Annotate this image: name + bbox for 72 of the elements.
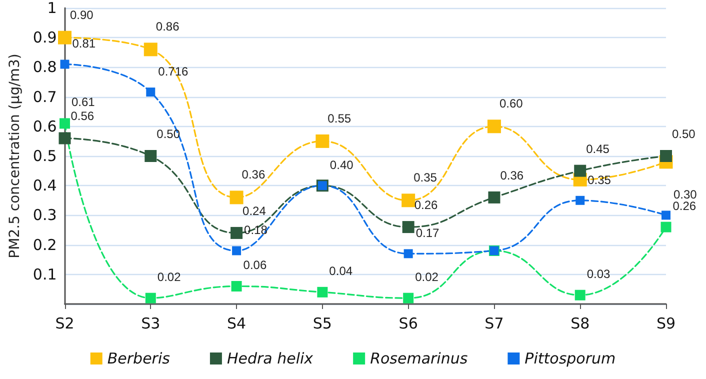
y-tick-label: 1	[47, 0, 57, 17]
point	[576, 196, 585, 205]
legend-label: Hedra helix	[226, 350, 314, 368]
y-tick-label: 0.4	[32, 176, 57, 195]
data-label: 0.02	[415, 270, 439, 284]
point	[60, 118, 70, 129]
legend-label: Rosemarinus	[370, 350, 468, 368]
x-tick-label: S7	[484, 314, 504, 332]
y-axis-title: PM2.5 concentration (µg/m3)	[7, 54, 23, 258]
legend-label: Berberis	[107, 350, 170, 368]
point	[231, 280, 242, 292]
point	[230, 226, 243, 239]
x-tick-label: S2	[55, 314, 74, 332]
data-label: 0.50	[156, 127, 180, 141]
data-label: 0.90	[70, 8, 94, 22]
data-label: 0.04	[329, 264, 353, 278]
point	[144, 42, 158, 56]
point	[402, 194, 416, 208]
y-tick-label: 0.7	[32, 88, 57, 106]
data-label: 0.716	[158, 64, 189, 79]
y-tick-label: 0.9	[32, 28, 57, 47]
point	[145, 292, 156, 304]
data-label: 0.24	[242, 204, 266, 218]
point	[574, 164, 586, 177]
point	[58, 132, 71, 144]
point	[574, 290, 586, 300]
point	[660, 150, 672, 162]
y-tick-label: 0.5	[32, 147, 57, 165]
legend-label: Pittosporum	[524, 350, 616, 368]
point	[317, 286, 328, 298]
data-label: 0.03	[586, 266, 611, 281]
data-label: 0.55	[328, 111, 352, 126]
x-tick-label: S8	[570, 314, 590, 332]
point	[402, 221, 414, 234]
point	[146, 88, 156, 97]
y-tick-label: 0.1	[32, 265, 57, 284]
data-label: 0.61	[72, 95, 96, 110]
y-tick-label: 0.8	[32, 58, 57, 76]
data-label: 0.60	[499, 96, 524, 111]
x-tick-label: S6	[398, 314, 418, 332]
data-label: 0.02	[157, 270, 182, 284]
data-label: 0.56	[70, 109, 94, 124]
data-label: 0.06	[243, 258, 267, 272]
data-label: 0.86	[156, 20, 180, 34]
point	[403, 292, 414, 304]
point	[488, 191, 500, 204]
data-label: 0.35	[414, 170, 438, 185]
point	[404, 249, 413, 258]
data-label: 0.36	[242, 168, 266, 182]
x-tick-label: S9	[656, 314, 676, 332]
data-label: 0.26	[414, 198, 438, 212]
point	[487, 120, 501, 134]
data-label: 0.45	[586, 142, 610, 156]
point	[60, 60, 70, 69]
point	[662, 210, 670, 220]
point	[58, 30, 72, 44]
data-label: 0.17	[416, 226, 440, 240]
x-tick-label: S4	[227, 314, 246, 332]
data-label: 0.81	[72, 36, 96, 51]
data-label: 0.40	[330, 158, 354, 172]
y-tick-label: 0.2	[32, 236, 57, 254]
data-label: 0.36	[500, 168, 524, 182]
y-tick-label: 0.3	[32, 206, 57, 224]
point	[316, 134, 330, 148]
data-label: 0.50	[672, 127, 696, 141]
y-tick-label: 0.6	[32, 117, 57, 136]
point	[660, 222, 672, 232]
point	[144, 150, 157, 162]
x-tick-label: S3	[141, 314, 160, 332]
point	[232, 246, 242, 256]
x-tick-label: S5	[312, 314, 332, 332]
point	[230, 190, 244, 204]
